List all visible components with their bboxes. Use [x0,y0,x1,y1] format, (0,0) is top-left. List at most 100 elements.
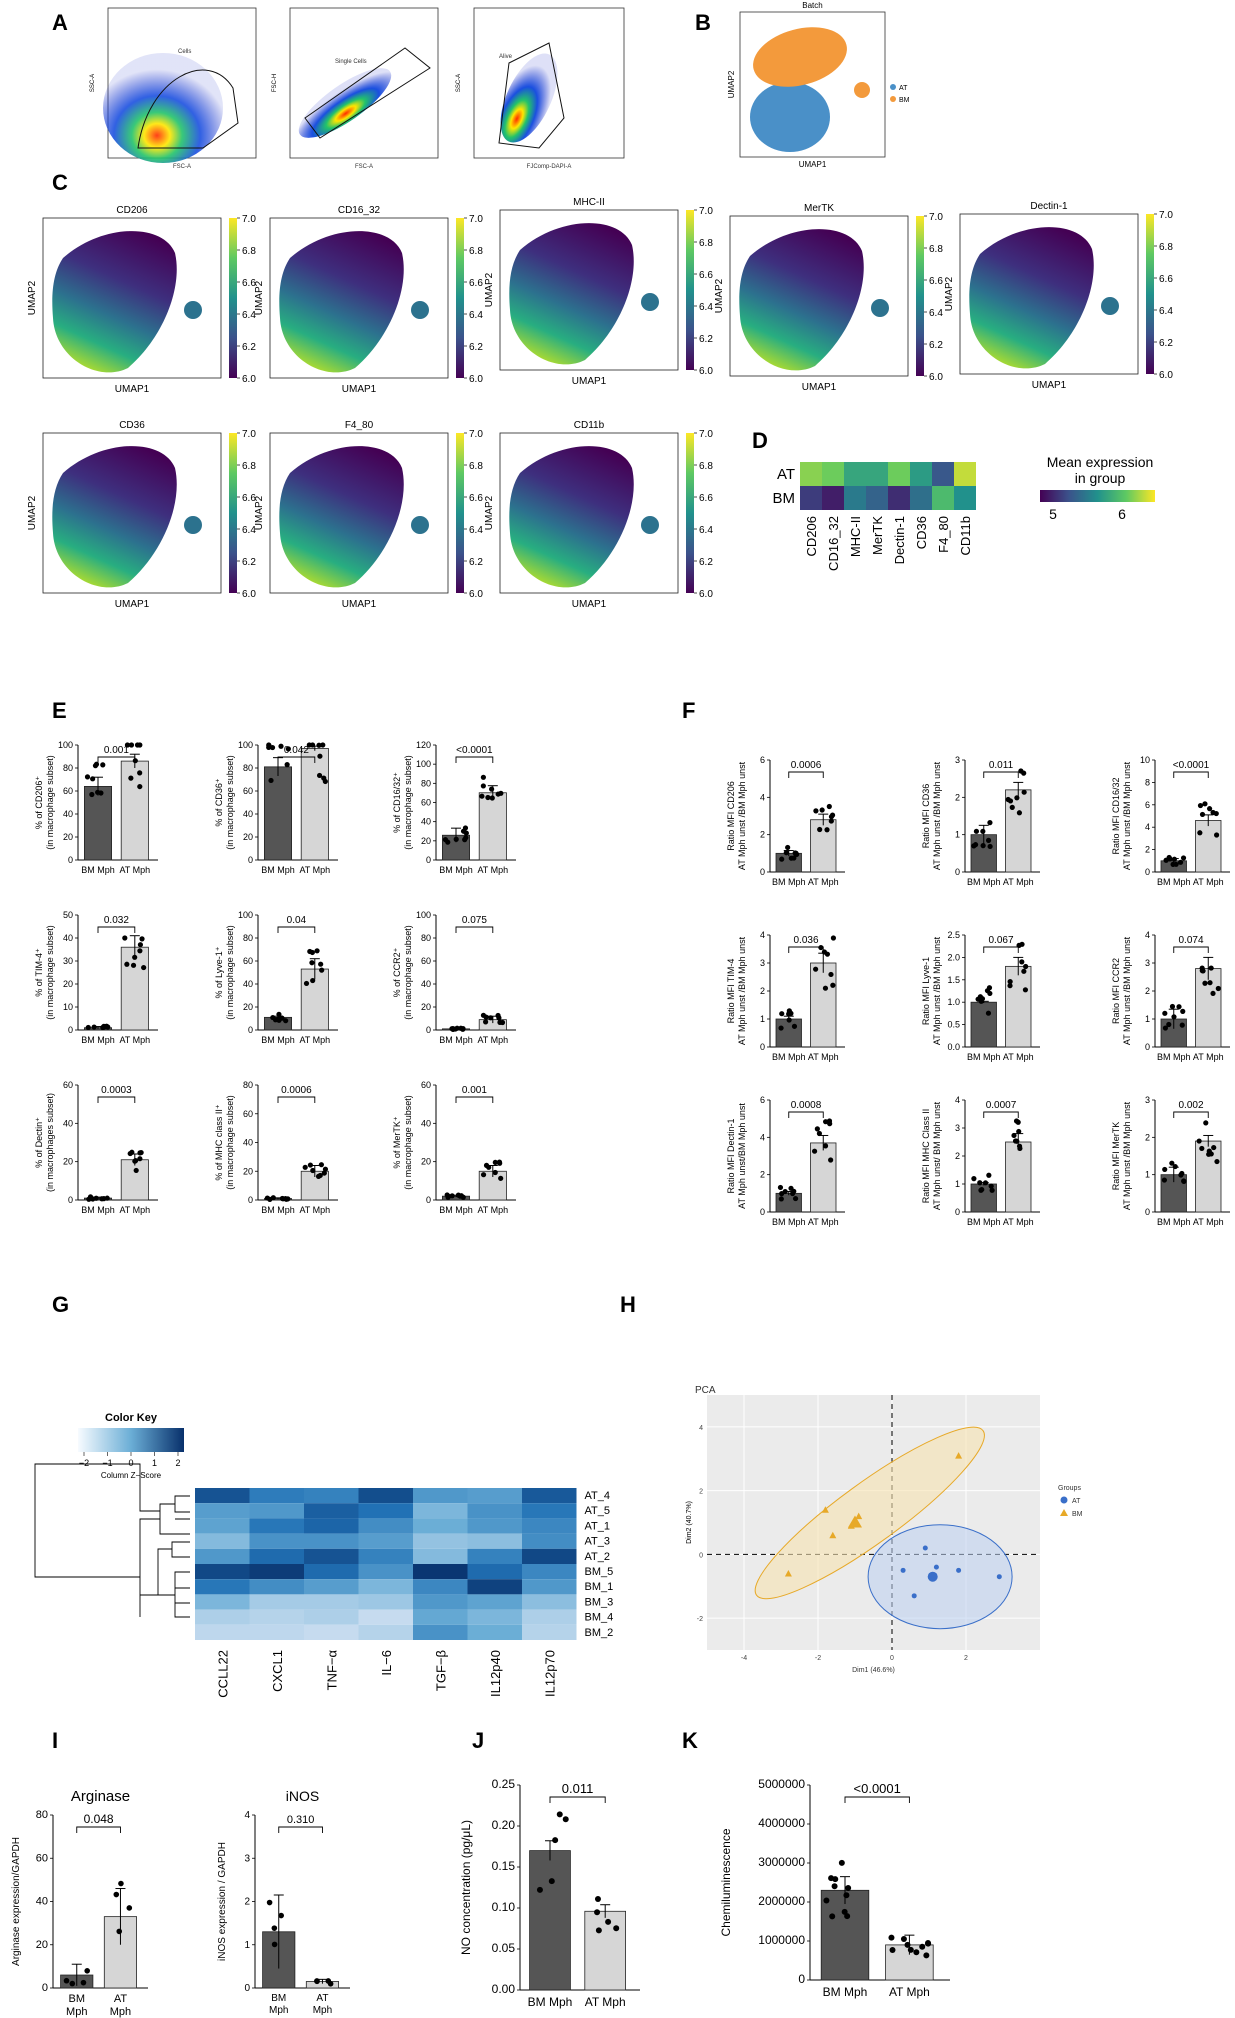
data-point [1169,1161,1174,1166]
data-point [100,762,105,767]
batch-at-cluster [750,82,830,152]
x-tick-label: AT Mph [1003,1052,1034,1062]
significance-bracket [456,1097,493,1103]
axis-label-line: UMAP2 [27,495,38,530]
significance-bracket [456,927,493,933]
x-tick-label: AT Mph [477,1205,508,1215]
umap-ylabel: UMAP2 [254,495,265,530]
data-point [318,1173,323,1178]
data-point [905,1942,911,1948]
pca-x-tick: -4 [741,1655,747,1662]
data-point [815,1126,820,1131]
bar-bm [84,786,111,860]
x-tick-label: AT Mph [1193,1217,1224,1227]
heat-g-cell [250,1549,305,1564]
data-point [309,960,314,965]
colorbar-tick-label: 7.0 [699,206,713,217]
heat-g-col-label: IL12p40 [488,1650,503,1697]
data-point [1176,1004,1181,1009]
heat-g-cell [359,1549,414,1564]
data-point [827,804,832,809]
data-point [1016,1129,1021,1134]
axis-label-line: UMAP2 [254,280,265,315]
significance-bracket [789,1112,824,1118]
data-point [987,820,992,825]
data-point [789,856,794,861]
data-point [497,1161,502,1166]
panel-letter-k: K [682,1728,698,1753]
y-tick-label: 40 [421,1118,431,1128]
data-point [987,985,992,990]
y-tick-label: 4 [1145,930,1150,940]
heat-d-cell [822,486,844,510]
data-point [790,1191,795,1196]
data-point [1210,991,1215,996]
data-point [594,1909,600,1915]
umap-ylabel: UMAP2 [484,495,495,530]
color-key-title: Color Key [105,1412,158,1424]
x-tick-label: BM Mph [261,1205,295,1215]
heat-g-cell [304,1610,359,1625]
x-tick-label: AT Mph [585,1995,626,2009]
y-tick-label: 5000000 [758,1777,805,1791]
y-tick-label: 4 [760,1132,765,1142]
panel-letter-c: C [52,170,68,195]
umap-colorbar [229,433,237,593]
y-tick-label: 3 [244,1853,250,1864]
heat-d-cell [932,486,954,510]
y-tick-label: 1 [955,1179,960,1189]
x-tick-label: BM Mph [261,865,295,875]
data-point [1167,855,1172,860]
heat-g-cell [522,1549,577,1564]
data-point [831,935,836,940]
colorbar-tick-label: 6.4 [699,525,713,536]
data-point [778,1025,783,1030]
y-tick-label: 4 [1145,822,1150,832]
heat-g-cell [195,1564,250,1579]
data-point [1021,969,1026,974]
data-point [888,1935,894,1941]
heat-g-cell [522,1518,577,1533]
p-value: 0.002 [1178,1100,1203,1111]
heat-d-cell [800,462,822,486]
significance-bracket [98,927,135,933]
axis-label-line: Ratio MFI CD36 [921,784,931,849]
pca-at-ellipse [868,1525,1012,1629]
y-tick-label: 0 [1145,867,1150,877]
y-tick-label: 40 [63,1118,73,1128]
y-tick-label: 60 [63,1080,73,1090]
x-tick-label: AT Mph [808,1052,839,1062]
colorbar-tick-label: 7.0 [469,429,483,440]
y-axis-label: Ratio MFI TIM-4 AT Mph unst /BM Mph unst [726,936,747,1045]
y-axis-label: Ratio MFI CD206 AT Mph unst /BM Mph unst [726,761,747,870]
y-axis-label: Ratio MFI MerTK AT Mph unst /BM Mph unst [1111,1101,1132,1210]
y-tick-label: 0 [955,867,960,877]
axis-label-line: Arginase expression/GAPDH [11,1837,22,1966]
heat-g-col-label: IL−6 [379,1650,394,1676]
umap-cluster-small [184,301,202,319]
axis-label-line: (in macrophage subset) [45,925,55,1020]
data-point [986,1173,991,1178]
heat-g-cell [304,1625,359,1640]
y-tick-label: 0 [244,1983,250,1994]
y-axis-label: Ratio MFI Dectin-1 AT Mph unst/BM Mph uns… [726,1103,747,1209]
data-point [314,948,319,953]
y-tick-label: 0 [42,1982,48,1994]
data-point [85,774,90,779]
heat-g-cell [250,1534,305,1549]
data-point [828,972,833,977]
y-tick-label: 80 [243,1080,253,1090]
heat-g-cell [359,1534,414,1549]
batch-ylabel: UMAP2 [727,70,736,98]
data-point [137,770,142,775]
heat-g-cell [250,1564,305,1579]
y-tick-label: 3 [1145,958,1150,968]
x-tick-label: AT Mph [477,865,508,875]
data-point [86,1025,91,1030]
y-tick-label: 40 [63,809,73,819]
pca-centroid-at [928,1572,938,1582]
heat-g-cell [250,1518,305,1533]
y-axis-label: Ratio MFI MHC Class II AT Mph unst/ BM Mp… [921,1101,942,1210]
axis-label-line: % of CD36⁺ [214,778,224,827]
significance-bracket [1174,947,1209,953]
